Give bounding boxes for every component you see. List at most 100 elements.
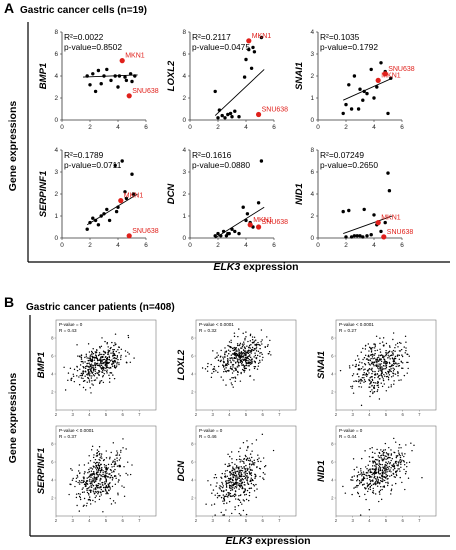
data-point — [76, 344, 78, 346]
x-tick-label: 5 — [385, 412, 388, 417]
data-point — [232, 366, 234, 368]
data-point — [362, 358, 364, 361]
data-point — [385, 349, 387, 352]
data-point — [397, 371, 399, 373]
gene-label: SERPINF1 — [38, 171, 49, 217]
data-point — [239, 501, 242, 504]
data-point — [222, 358, 225, 360]
data-point — [253, 336, 256, 338]
data-point — [93, 474, 96, 476]
data-point — [406, 462, 408, 464]
data-point — [254, 473, 256, 475]
r-squared-label: R²=0.2117 — [192, 32, 231, 42]
data-point — [377, 470, 380, 473]
data-point — [88, 489, 90, 491]
data-point — [113, 344, 115, 347]
data-point — [244, 368, 246, 370]
data-point — [390, 449, 392, 451]
data-point — [389, 76, 393, 80]
data-point — [393, 437, 395, 440]
data-point — [232, 349, 234, 352]
data-point — [92, 370, 95, 372]
data-point — [384, 465, 386, 467]
data-point — [386, 471, 388, 473]
data-point — [363, 477, 366, 480]
data-point — [125, 355, 127, 357]
data-point — [225, 371, 228, 373]
data-point — [231, 489, 234, 491]
data-point — [100, 485, 102, 488]
data-point — [99, 364, 101, 367]
data-point — [241, 460, 243, 462]
data-point — [87, 343, 90, 345]
data-point — [94, 479, 96, 481]
gene-label: NID1 — [316, 460, 327, 482]
data-point — [100, 453, 103, 455]
data-point — [222, 497, 225, 500]
data-point — [105, 468, 108, 471]
data-point — [391, 357, 394, 359]
data-point — [235, 494, 237, 496]
data-point — [213, 89, 217, 94]
data-point — [211, 492, 213, 494]
data-point — [386, 478, 388, 480]
highlight-label-snu638: SNU638 — [262, 107, 289, 114]
data-point — [378, 466, 381, 468]
data-point — [391, 484, 393, 486]
y-tick-label: 2 — [51, 496, 54, 501]
data-point — [102, 369, 104, 372]
point-cloud — [205, 433, 275, 516]
data-point — [234, 347, 237, 349]
x-tick-label: 3 — [351, 412, 354, 417]
data-point — [224, 473, 226, 475]
data-point — [220, 113, 224, 118]
data-point — [240, 472, 242, 474]
data-point — [123, 75, 127, 79]
data-point — [238, 499, 241, 501]
data-point — [378, 368, 380, 370]
y-tick-label: 2 — [191, 390, 194, 395]
data-point — [376, 357, 379, 359]
data-point — [105, 207, 109, 212]
data-point — [250, 487, 253, 489]
data-point — [107, 346, 109, 348]
data-point — [81, 488, 83, 490]
data-point — [223, 368, 226, 370]
data-point — [92, 490, 94, 492]
data-point — [67, 372, 70, 374]
data-point — [85, 365, 87, 368]
y-tick-label: 8 — [51, 336, 54, 341]
data-point — [228, 463, 230, 465]
data-point — [362, 366, 364, 368]
data-point — [375, 335, 378, 337]
data-point — [257, 350, 260, 353]
data-point — [390, 454, 392, 456]
data-point — [102, 484, 104, 486]
data-point — [254, 476, 257, 478]
scatter-plot-bmp1: 0 2 4 602468BMP1R²=0.0022p-value=0.8502MKN1… — [38, 29, 159, 131]
data-point — [226, 355, 229, 357]
data-point — [369, 448, 371, 450]
data-point — [92, 374, 95, 376]
data-point — [227, 480, 229, 482]
data-point — [116, 363, 118, 365]
data-point — [389, 370, 391, 372]
data-point — [219, 356, 222, 358]
data-point — [400, 342, 402, 345]
data-point — [379, 229, 383, 234]
data-point — [116, 356, 119, 358]
data-point — [397, 372, 399, 375]
data-point — [70, 468, 72, 470]
data-point — [266, 345, 269, 348]
data-point — [380, 360, 383, 363]
data-point — [217, 108, 222, 112]
data-point — [91, 474, 94, 476]
y-tick-label: 2 — [310, 213, 314, 220]
data-point — [125, 361, 128, 364]
data-point — [235, 357, 237, 359]
data-point — [234, 490, 237, 493]
data-point — [388, 361, 391, 364]
data-point — [389, 346, 391, 348]
data-point — [399, 470, 401, 472]
data-point — [227, 344, 229, 347]
